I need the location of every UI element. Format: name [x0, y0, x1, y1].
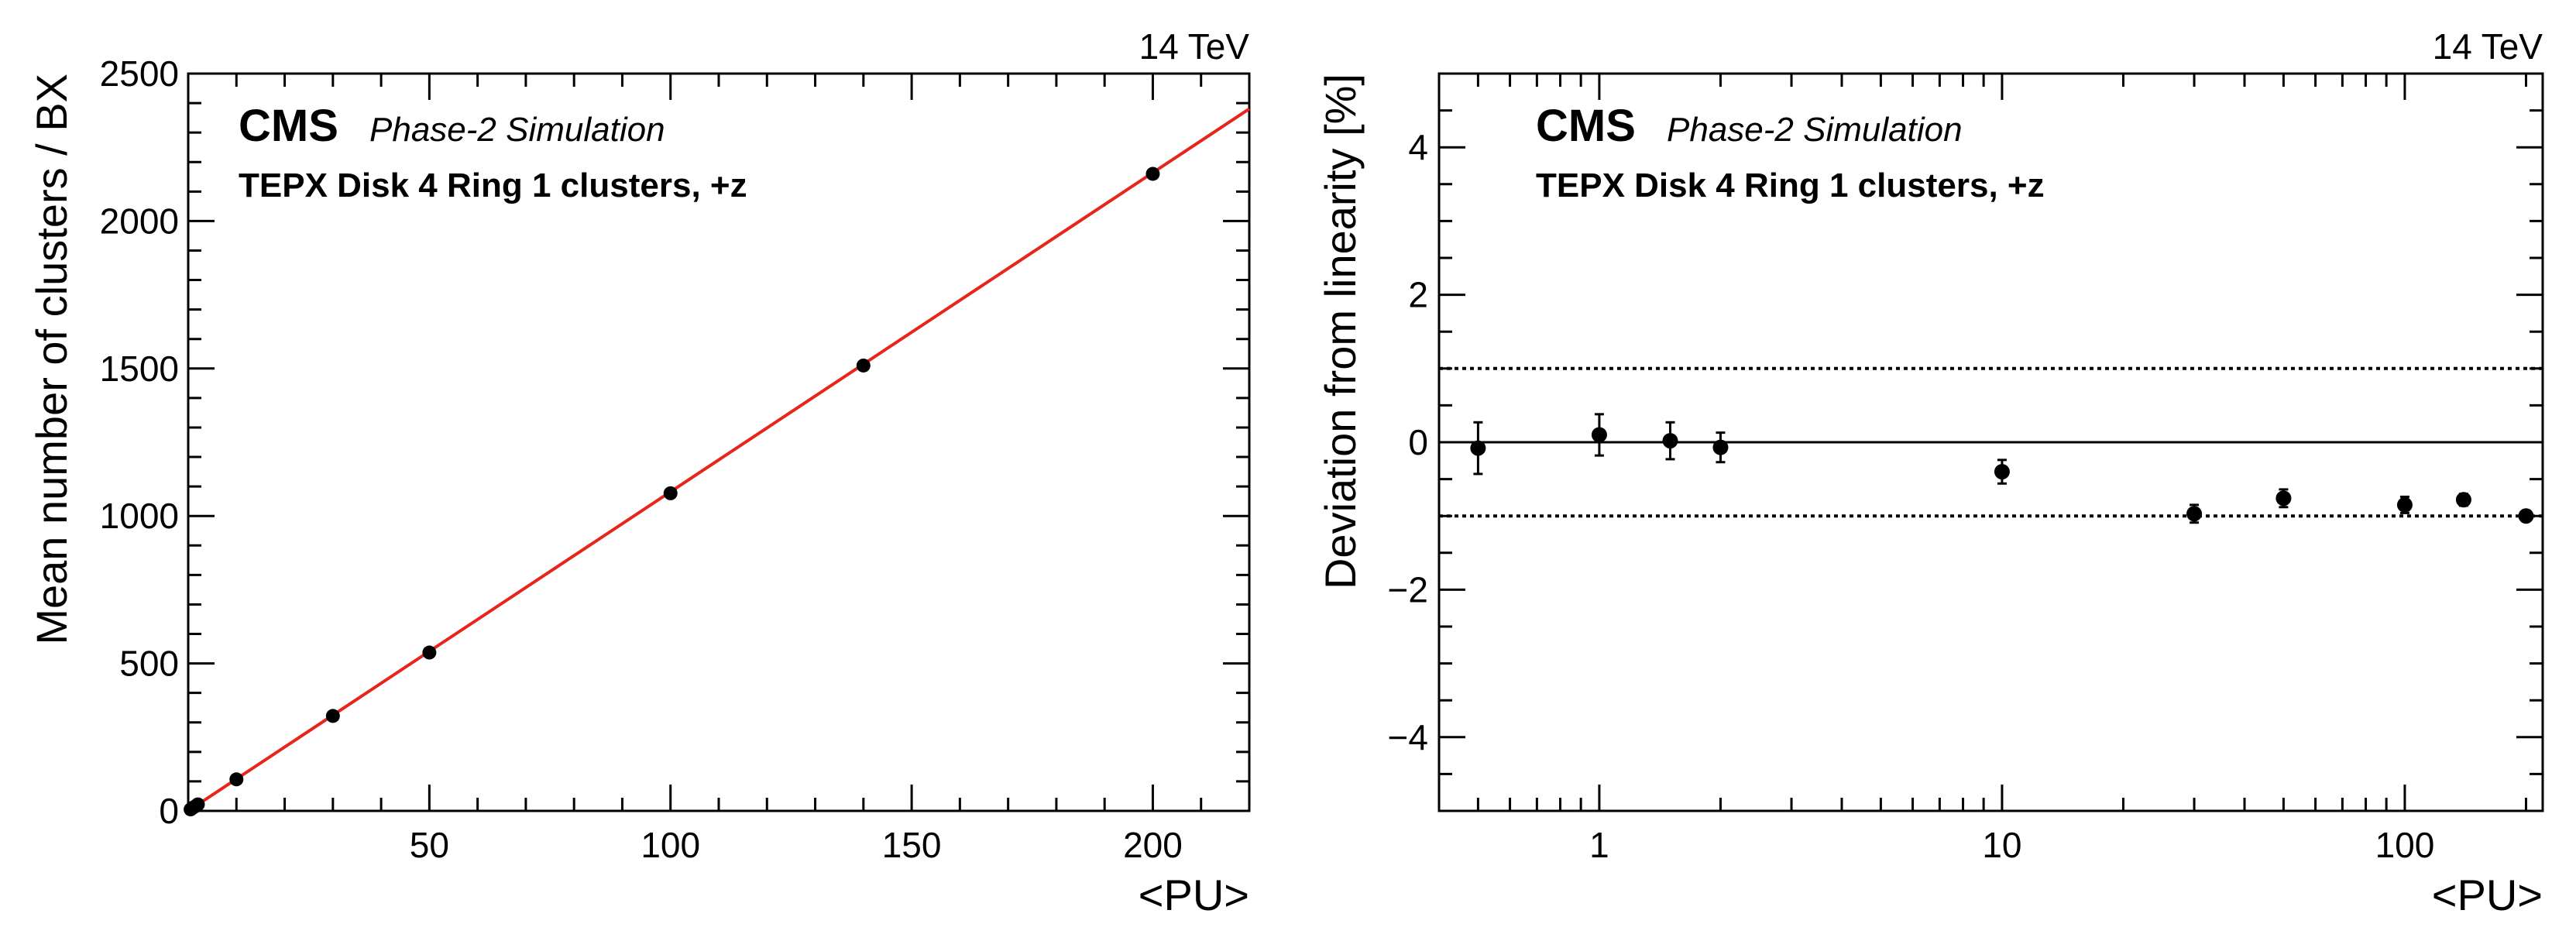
left-cms-label: CMS — [239, 101, 338, 151]
left-region-label: TEPX Disk 4 Ring 1 clusters, +z — [239, 167, 747, 204]
right-x-tick-label: 100 — [2375, 825, 2435, 865]
right-panel-linearity-deviation: 1 10 100 −4 −2 0 2 4 14 TeV CMS Phase-2 Simulat… — [1316, 26, 2544, 919]
right-x-axis-title: <PU> — [2432, 871, 2543, 919]
right-plot-content — [1470, 413, 2534, 524]
left-x-tick-label: 200 — [1123, 825, 1183, 865]
left-data-point — [191, 797, 205, 812]
right-y-tick-label: 4 — [1408, 127, 1428, 167]
right-data-point — [1994, 464, 2010, 480]
right-x-tick-label: 1 — [1589, 825, 1609, 865]
right-data-point — [1591, 427, 1607, 443]
right-data-point — [2396, 496, 2413, 513]
left-data-point — [422, 645, 437, 660]
left-y-tick-label: 2500 — [100, 53, 179, 94]
left-data-point — [663, 486, 678, 500]
left-x-axis-title: <PU> — [1139, 871, 1249, 919]
right-data-point — [1470, 440, 1486, 456]
left-y-tick-label: 0 — [159, 791, 179, 831]
right-y-tick-label: −4 — [1388, 717, 1428, 757]
right-data-point — [2518, 508, 2534, 524]
right-data-point — [2275, 490, 2292, 507]
left-data-point — [325, 709, 340, 723]
left-x-tick-label: 50 — [410, 825, 449, 865]
left-plot-content — [184, 107, 1251, 817]
right-data-point — [1712, 439, 1729, 455]
right-simulation-label: Phase-2 Simulation — [1667, 111, 1963, 149]
right-reference-lines — [1439, 366, 2543, 518]
right-data-point — [1662, 433, 1678, 449]
left-data-point — [856, 358, 871, 373]
right-axis-ticks: 1 10 100 −4 −2 0 2 4 — [1388, 74, 2543, 865]
left-data-point — [1145, 167, 1160, 181]
left-fit-line — [187, 107, 1251, 812]
left-y-tick-label: 2000 — [100, 201, 179, 241]
right-region-label: TEPX Disk 4 Ring 1 clusters, +z — [1536, 167, 2045, 204]
right-energy-label: 14 TeV — [2433, 26, 2543, 67]
left-y-tick-label: 500 — [119, 644, 179, 684]
right-x-tick-label: 10 — [1982, 825, 2021, 865]
left-simulation-label: Phase-2 Simulation — [369, 111, 665, 149]
left-data-point — [229, 772, 244, 787]
right-data-point — [2186, 506, 2203, 522]
left-y-tick-label: 1000 — [100, 496, 179, 536]
right-y-tick-label: 0 — [1408, 422, 1428, 462]
right-y-axis-title: Deviation from linearity [%] — [1316, 74, 1365, 589]
left-x-tick-label: 100 — [641, 825, 700, 865]
left-x-tick-label: 150 — [882, 825, 942, 865]
left-y-axis-title: Mean number of clusters / BX — [27, 74, 76, 645]
right-y-tick-label: −2 — [1388, 569, 1428, 610]
right-y-tick-label: 2 — [1408, 275, 1428, 315]
right-cms-label: CMS — [1536, 101, 1636, 151]
right-data-point — [2455, 492, 2471, 508]
left-y-tick-label: 1500 — [100, 349, 179, 389]
left-energy-label: 14 TeV — [1139, 26, 1250, 67]
